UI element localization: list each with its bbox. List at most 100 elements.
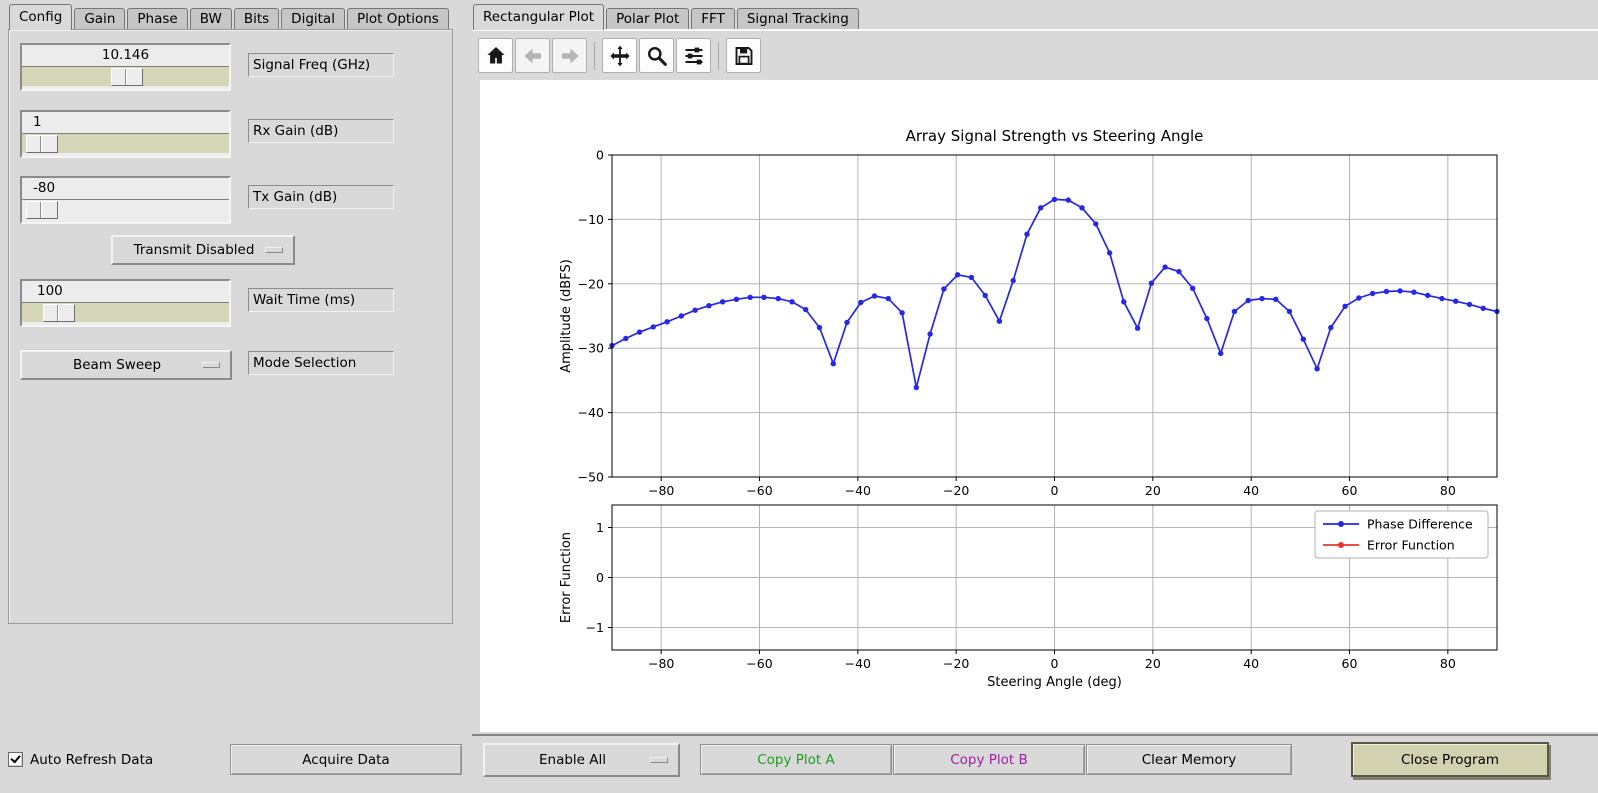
dropdown-indicator-icon: [265, 247, 283, 253]
series-marker: [1356, 295, 1362, 301]
signal-freq-handle[interactable]: [111, 68, 143, 86]
mode-selection-label: Mode Selection: [248, 351, 394, 375]
series-marker: [1121, 299, 1127, 305]
clear-memory-button[interactable]: Clear Memory: [1086, 744, 1292, 775]
series-marker: [789, 299, 795, 305]
tx-gain-slider[interactable]: -80: [20, 176, 231, 224]
auto-refresh-row: Auto Refresh Data: [8, 745, 153, 774]
series-marker: [1038, 205, 1044, 211]
series-marker: [678, 313, 684, 319]
chart-title: Array Signal Strength vs Steering Angle: [906, 127, 1204, 145]
series-marker: [1051, 196, 1058, 203]
tx-gain-handle[interactable]: [26, 201, 59, 219]
x-tick-label: −80: [648, 483, 674, 498]
rx-gain-slider[interactable]: 1: [20, 110, 231, 158]
acquire-data-button[interactable]: Acquire Data: [230, 744, 462, 775]
series-marker: [1328, 324, 1334, 331]
series-marker: [733, 296, 740, 302]
series-marker: [1439, 295, 1445, 302]
auto-refresh-label: Auto Refresh Data: [30, 751, 154, 768]
legend-marker-sample: [1338, 542, 1344, 548]
enable-all-dropdown[interactable]: Enable All: [483, 743, 680, 777]
configure-subplots-button[interactable]: [676, 38, 711, 73]
legend-label: Error Function: [1367, 537, 1455, 552]
series-marker: [1342, 303, 1348, 309]
series-marker: [650, 324, 656, 330]
rx-gain-label: Rx Gain (dB): [248, 119, 394, 143]
x-axis-label: Steering Angle (deg): [987, 675, 1122, 690]
back-button[interactable]: [515, 38, 550, 73]
transmit-mode-dropdown[interactable]: Transmit Disabled: [111, 235, 295, 265]
series-marker: [871, 293, 878, 299]
series-marker: [692, 307, 698, 313]
rx-gain-handle[interactable]: [26, 135, 59, 153]
tx-gain-trough[interactable]: [22, 199, 229, 219]
series-marker: [1411, 289, 1417, 295]
figure-canvas[interactable]: −80 −60 −40 −20 0 20 40 60 800−10−20−30−40−50Amp…: [480, 80, 1598, 732]
series-marker: [968, 274, 975, 281]
x-tick-label: 60: [1342, 483, 1358, 498]
tab-polar-plot[interactable]: Polar Plot: [606, 8, 690, 30]
matplotlib-toolbar: [478, 38, 763, 73]
x-tick-label: −40: [845, 483, 871, 498]
series-marker: [1466, 301, 1473, 308]
rx-gain-trough[interactable]: [22, 133, 229, 153]
tab-gain[interactable]: Gain: [74, 8, 126, 30]
copy-plot-b-button[interactable]: Copy Plot B: [893, 744, 1085, 775]
series-marker: [706, 303, 712, 309]
series-marker: [1369, 290, 1376, 297]
copy-plot-a-button[interactable]: Copy Plot A: [700, 744, 892, 775]
y-tick-label: −10: [578, 212, 604, 227]
zoom-button[interactable]: [639, 38, 674, 73]
series-marker: [1480, 305, 1486, 311]
series-marker: [1024, 231, 1030, 237]
series-marker: [1218, 350, 1224, 357]
series-marker: [1383, 288, 1390, 295]
series-marker: [1231, 308, 1238, 315]
legend-marker-sample: [1338, 521, 1344, 527]
home-button[interactable]: [478, 38, 513, 73]
wait-time-handle[interactable]: [42, 304, 75, 322]
tab-fft[interactable]: FFT: [691, 8, 735, 30]
y-axis-label: Amplitude (dBFS): [559, 259, 574, 373]
tab-bits[interactable]: Bits: [233, 8, 280, 30]
wait-time-slider[interactable]: 100: [20, 279, 231, 327]
tab-plot-options[interactable]: Plot Options: [346, 8, 449, 30]
tab-config[interactable]: Config: [9, 4, 73, 30]
save-button[interactable]: [726, 38, 761, 73]
wait-time-trough[interactable]: [22, 302, 229, 322]
forward-button[interactable]: [552, 38, 587, 73]
y-tick-label: −40: [578, 405, 604, 420]
x-tick-label: −20: [943, 656, 969, 671]
tab-signal-tracking[interactable]: Signal Tracking: [736, 8, 859, 30]
series-marker: [1093, 221, 1099, 227]
series-marker: [636, 329, 643, 335]
signal-freq-slider[interactable]: 10.146: [20, 43, 231, 91]
pan-icon: [609, 45, 630, 66]
series-marker: [623, 335, 629, 342]
tab-phase[interactable]: Phase: [127, 8, 188, 30]
legend-label: Phase Difference: [1367, 516, 1473, 531]
series-marker: [858, 299, 864, 306]
tab-bw[interactable]: BW: [189, 8, 232, 30]
sliders-icon: [685, 47, 702, 64]
mode-selection-dropdown[interactable]: Beam Sweep: [20, 350, 232, 380]
mode-selection-value: Beam Sweep: [72, 357, 162, 373]
pan-button[interactable]: [602, 38, 637, 73]
signal-freq-trough[interactable]: [22, 66, 229, 86]
tab-rectangular-plot[interactable]: Rectangular Plot: [473, 4, 605, 30]
legend-box: [1314, 510, 1489, 559]
x-tick-label: 60: [1342, 656, 1358, 671]
close-program-button[interactable]: Close Program: [1351, 742, 1549, 777]
auto-refresh-checkbox[interactable]: [8, 752, 23, 767]
tab-digital[interactable]: Digital: [281, 8, 345, 30]
x-tick-label: 0: [1051, 656, 1059, 671]
series-marker: [1162, 264, 1168, 270]
forward-arrow-icon: [561, 48, 579, 63]
series-marker: [1079, 205, 1085, 211]
left-tab-bar: Config Gain Phase BW Bits Digital Plot O…: [9, 4, 451, 30]
series-marker: [803, 306, 809, 313]
save-floppy-icon: [735, 46, 752, 65]
series-marker: [664, 319, 670, 325]
series-marker: [1286, 308, 1293, 315]
